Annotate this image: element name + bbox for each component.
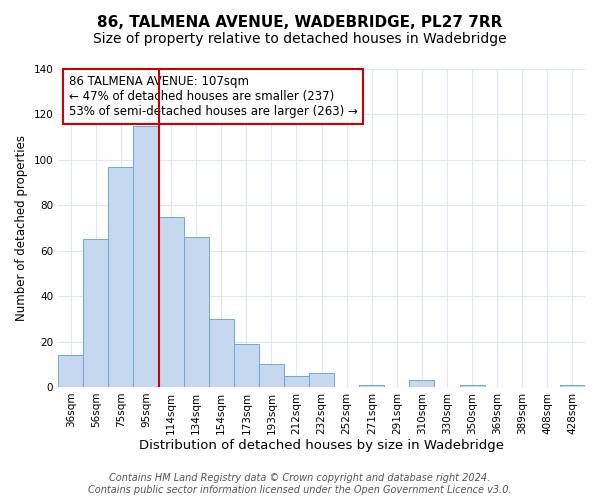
Bar (234, 344, 259, 387)
X-axis label: Distribution of detached houses by size in Wadebridge: Distribution of detached houses by size … (139, 440, 504, 452)
Bar (209, 319, 234, 387)
Bar (133, 126, 158, 387)
Bar (359, 384, 385, 387)
Bar (184, 237, 209, 387)
Bar (109, 166, 133, 387)
Text: 86 TALMENA AVENUE: 107sqm
← 47% of detached houses are smaller (237)
53% of semi: 86 TALMENA AVENUE: 107sqm ← 47% of detac… (69, 76, 358, 118)
Bar (158, 216, 184, 387)
Bar (309, 374, 334, 387)
Bar (460, 384, 485, 387)
Text: Size of property relative to detached houses in Wadebridge: Size of property relative to detached ho… (93, 32, 507, 46)
Bar (58, 355, 83, 387)
Bar (284, 376, 309, 387)
Bar (83, 240, 109, 387)
Bar (560, 384, 585, 387)
Bar (409, 380, 434, 387)
Text: 86, TALMENA AVENUE, WADEBRIDGE, PL27 7RR: 86, TALMENA AVENUE, WADEBRIDGE, PL27 7RR (97, 15, 503, 30)
Y-axis label: Number of detached properties: Number of detached properties (15, 135, 28, 321)
Bar (259, 364, 284, 387)
Text: Contains HM Land Registry data © Crown copyright and database right 2024.
Contai: Contains HM Land Registry data © Crown c… (88, 474, 512, 495)
